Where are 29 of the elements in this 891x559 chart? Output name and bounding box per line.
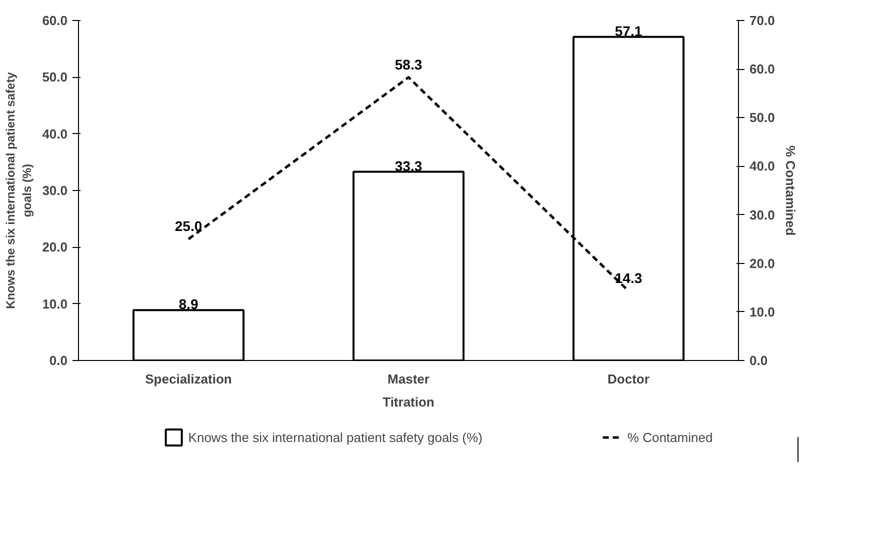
data-label: 25.0 [174, 218, 202, 234]
x-axis-title: Titration [382, 394, 434, 410]
x-tick-label: Master [388, 372, 430, 386]
data-label: 57.1 [614, 22, 642, 39]
data-label: 58.3 [394, 56, 422, 72]
y-tick-label: 10.0 [42, 296, 68, 312]
y2-tick-label: 50.0 [750, 110, 775, 126]
y2-axis-title: % Contamined [782, 145, 798, 236]
x-tick-label: Doctor [608, 372, 650, 386]
y-tick-label: 30.0 [42, 183, 68, 198]
y-tick-label: 40.0 [42, 126, 68, 142]
x-tick-label: Specialization [145, 372, 232, 386]
data-label: 14.3 [614, 270, 642, 286]
y2-tick-label: 0.0 [750, 353, 768, 368]
legend-label: Knows the six international patient safety goals (%) [188, 430, 482, 444]
y2-tick-label: 60.0 [750, 62, 775, 77]
y2-tick-label: 70.0 [750, 13, 775, 28]
y-tick-label: 20.0 [42, 240, 68, 255]
y2-tick-label: 20.0 [750, 256, 775, 271]
y-tick-label: 50.0 [42, 70, 68, 85]
y2-tick-label: 40.0 [750, 158, 775, 174]
y-tick-label: 60.0 [42, 13, 68, 28]
y2-tick-label: 10.0 [750, 304, 775, 320]
y2-tick-label: 30.0 [750, 207, 775, 222]
legend-label: % Contamined [627, 430, 713, 444]
data-label: 33.3 [394, 158, 422, 174]
y-axis-title: Knows the six international patient safety goals (%) [3, 72, 34, 309]
y-tick-label: 0.0 [49, 353, 68, 368]
data-label: 8.9 [178, 296, 198, 312]
